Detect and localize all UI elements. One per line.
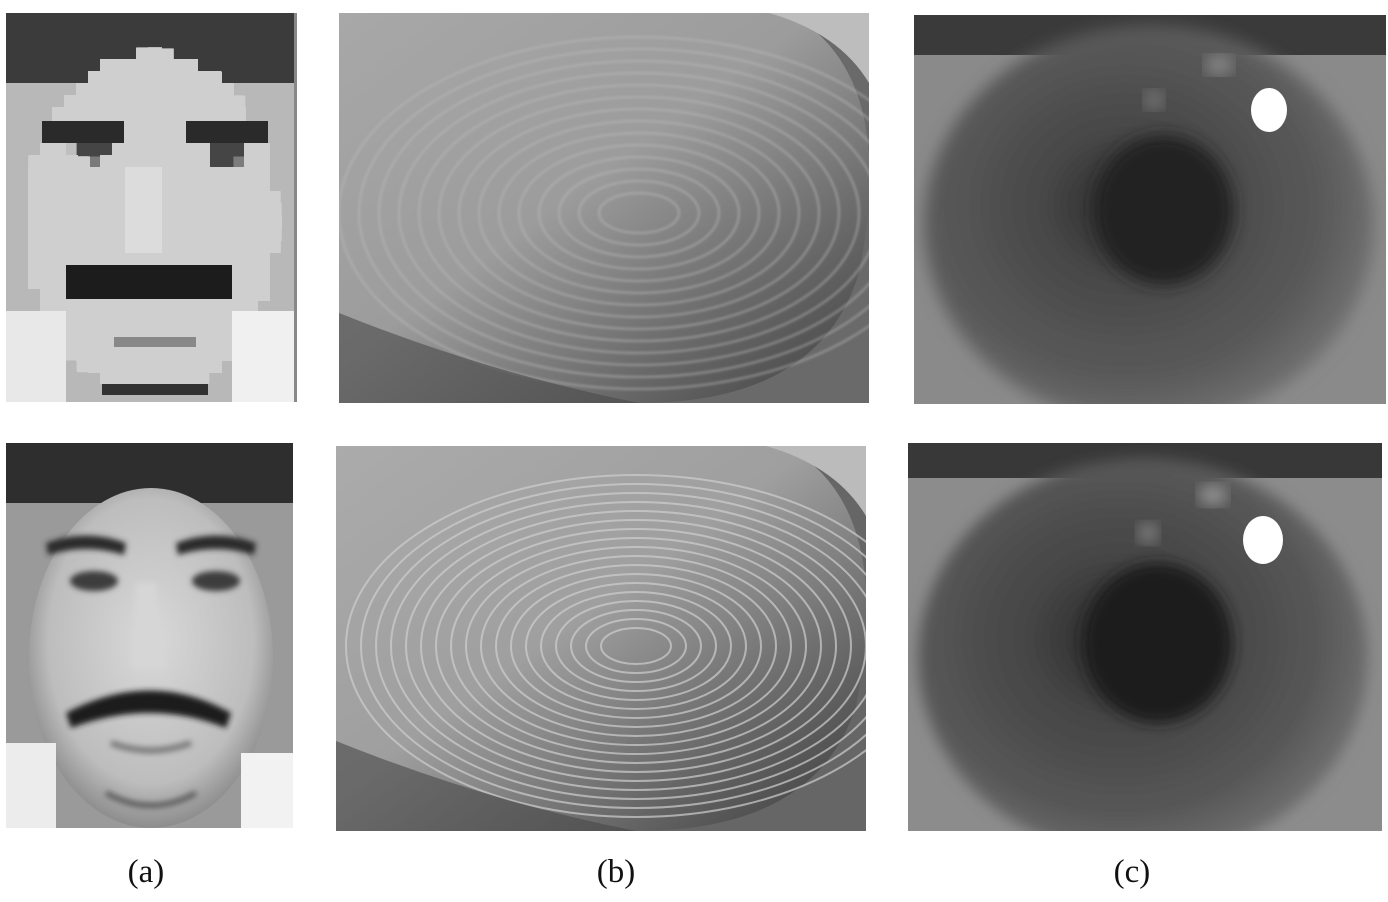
face-low-resolution-image bbox=[6, 13, 297, 402]
iris-high-resolution-image bbox=[908, 443, 1382, 831]
iris-high-resolution-graphic bbox=[908, 443, 1382, 831]
caption-a: (a) bbox=[127, 854, 165, 890]
face-high-resolution-image bbox=[6, 443, 293, 828]
face-high-resolution-graphic bbox=[6, 443, 293, 828]
caption-c: (c) bbox=[1113, 854, 1151, 890]
face-low-resolution-graphic bbox=[6, 13, 297, 402]
fingerprint-high-resolution-graphic bbox=[336, 446, 866, 831]
fingerprint-high-resolution-image bbox=[336, 446, 866, 831]
fingerprint-low-resolution-image bbox=[339, 13, 869, 403]
iris-low-resolution-graphic bbox=[914, 15, 1386, 404]
iris-low-resolution-image bbox=[914, 15, 1386, 404]
fingerprint-low-resolution-graphic bbox=[339, 13, 869, 403]
caption-b: (b) bbox=[596, 854, 636, 890]
